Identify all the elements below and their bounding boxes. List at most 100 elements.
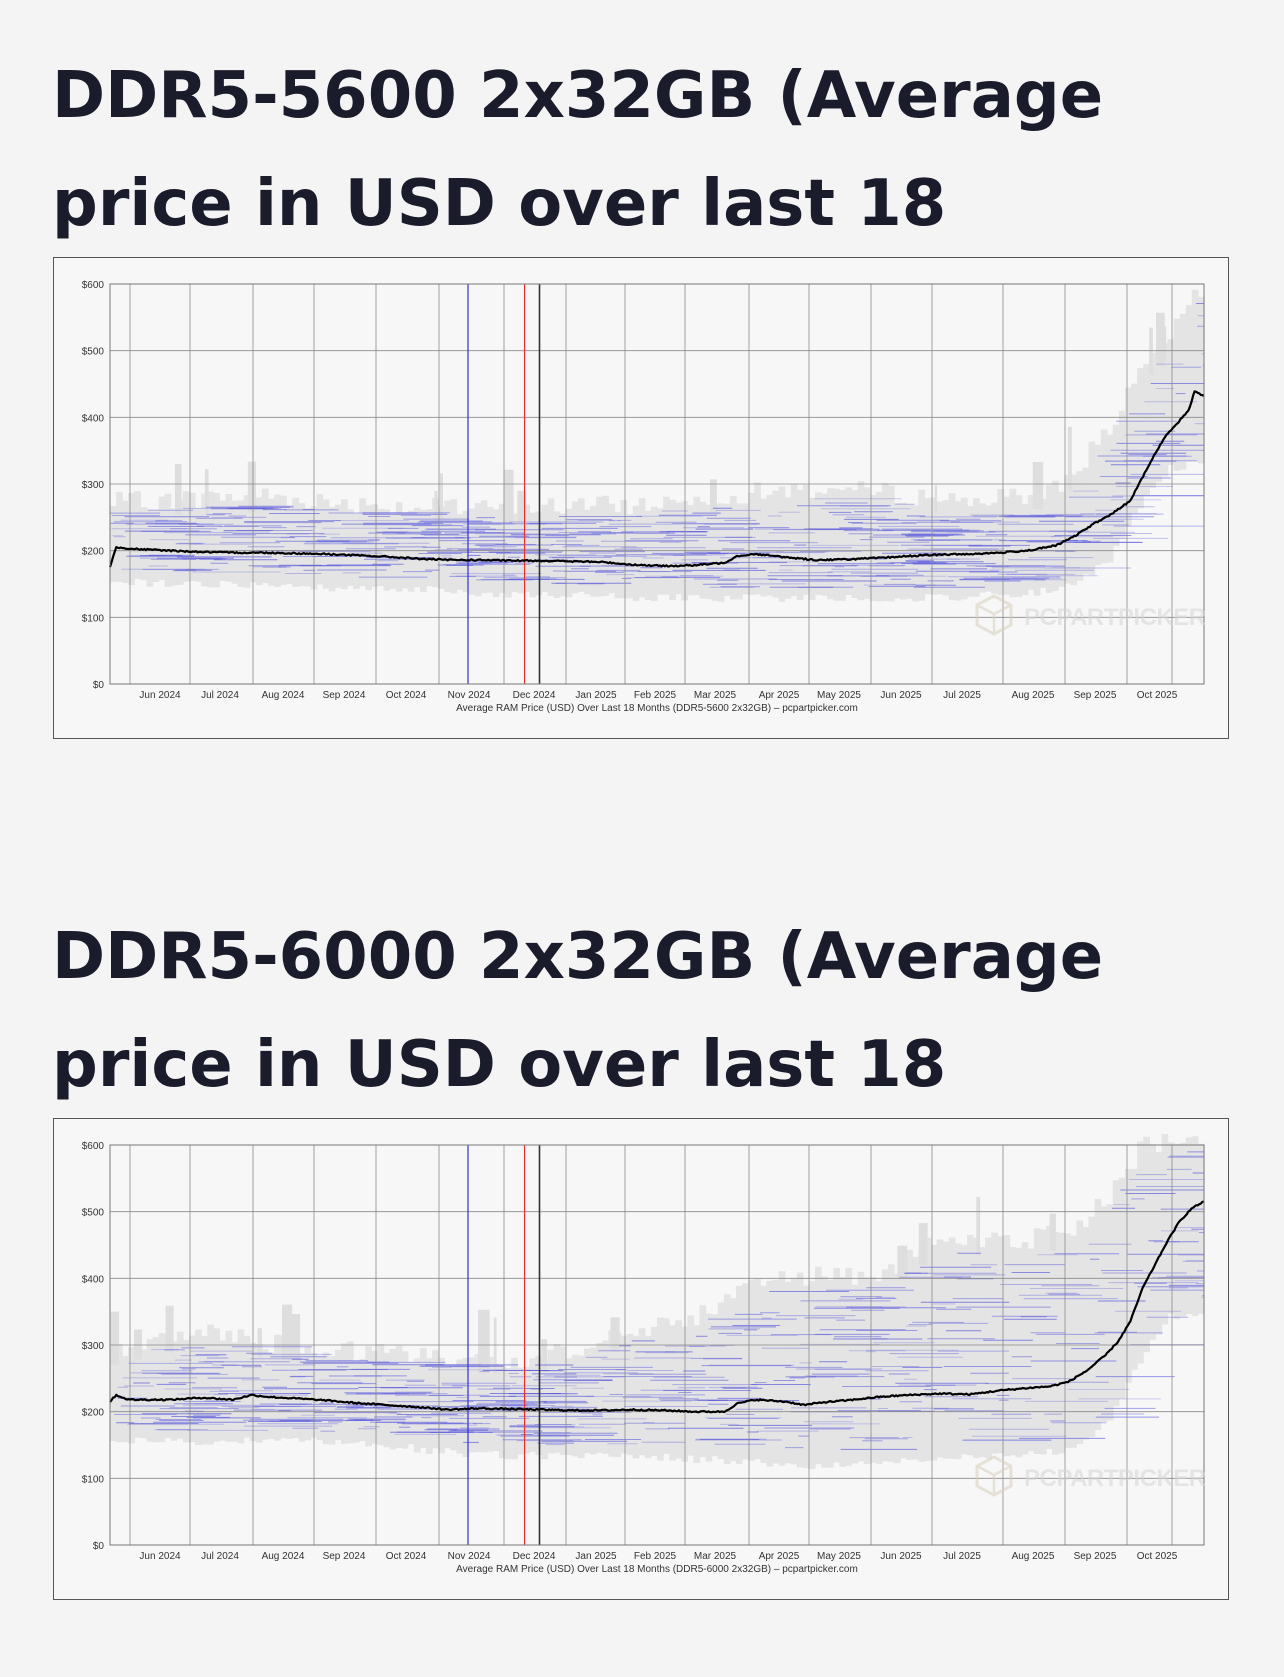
price-band-segment [298,503,306,587]
x-tick-label: Sep 2025 [1074,690,1117,701]
price-band-segment [316,494,324,585]
price-band-segment [1076,1220,1084,1444]
price-band-segment [486,507,494,593]
price-band-segment [796,1272,804,1468]
price-band-spike [610,1317,620,1353]
price-band-segment [213,493,220,588]
price-band-segment [292,1352,299,1438]
price-band-segment [1046,1226,1053,1449]
price-band-segment [1027,1248,1035,1452]
price-band-segment [122,500,129,584]
price-band-segment [128,1347,135,1444]
price-band-segment [669,499,676,601]
price-band-segment [395,1345,403,1448]
price-band-segment [1039,498,1047,588]
price-band-segment [808,1281,816,1469]
price-band-spike [478,1309,490,1374]
price-band-segment [529,1358,537,1452]
price-band-segment [906,504,913,599]
y-tick-label: $600 [82,280,105,291]
price-band-segment [377,1344,385,1446]
price-band-segment [620,1335,628,1454]
price-band-segment [827,1279,834,1468]
price-band-segment [176,499,184,585]
price-band-segment [578,498,585,592]
price-band-segment [134,1342,141,1438]
price-band-segment [565,508,573,598]
price-band-segment [371,1350,378,1444]
price-band-segment [839,489,846,601]
x-tick-label: Jun 2024 [139,1551,181,1562]
price-band-segment [529,512,537,598]
price-band-segment [584,1348,591,1454]
price-band-segment [729,1298,737,1462]
price-band-segment [170,1341,178,1441]
price-band-segment [979,503,986,593]
price-band-segment [237,500,245,587]
price-band-segment [541,504,549,593]
price-band-spike [934,485,938,514]
price-band-segment [1131,1168,1138,1370]
box-logo-icon-lines [976,603,1012,634]
x-tick-label: Jan 2025 [575,690,617,701]
price-band-segment [754,1279,761,1459]
price-band-segment [900,502,907,600]
x-tick-label: Oct 2025 [1137,1551,1178,1562]
price-band-segment [802,484,810,595]
price-band-segment [888,485,895,602]
price-band-segment [967,506,974,597]
price-band-segment [1179,1142,1187,1317]
price-band-segment [134,491,141,579]
watermark-text: PCPARTPICKER [1024,1465,1206,1492]
plot-border [109,1144,1205,1546]
price-band-segment [571,1354,579,1457]
price-band-segment [243,1336,251,1438]
price-band-segment [359,498,366,587]
price-band-segment [833,488,840,601]
price-band-segment [1088,1216,1096,1438]
price-band-segment [1155,1152,1163,1335]
x-tick-label: Sep 2024 [323,690,366,701]
price-band-segment [1052,1232,1059,1455]
price-band-segment [675,1320,682,1459]
price-band-segment [219,500,227,581]
price-band-spike [918,1223,928,1266]
price-band-segment [146,509,154,587]
price-band-segment [742,1283,749,1460]
price-band-segment [420,1348,427,1448]
box-logo-icon-lines [976,1464,1012,1495]
price-band-segment [857,481,865,601]
price-band-segment [657,508,664,595]
price-band-segment [748,492,755,595]
x-tick-label: Jun 2024 [139,690,181,701]
price-band-segment [280,495,287,585]
price-band-segment [462,510,470,593]
price-band-segment [1173,1143,1181,1320]
price-band-segment [669,1325,676,1461]
price-band-segment [146,1339,154,1442]
x-tick-label: Mar 2025 [694,1551,737,1562]
price-band-segment [371,504,378,587]
x-tick-label: Aug 2024 [262,1551,305,1562]
price-range-band [110,289,1205,602]
price-band-segment [948,1237,956,1459]
price-band-segment [888,1264,895,1462]
price-band-segment [505,1368,512,1460]
price-band-spike [493,1317,497,1375]
price-band-segment [881,1269,889,1462]
price-band-segment [1143,364,1150,496]
price-band-segment [444,500,451,592]
price-band-segment [450,1365,458,1451]
price-band-segment [1100,1206,1108,1422]
price-band-segment [559,513,567,597]
price-band-segment [1015,495,1023,597]
price-band-segment [517,517,524,594]
price-band-segment [869,1277,877,1463]
price-band-segment [389,514,397,589]
price-band-segment [1125,387,1132,527]
price-band-segment [1009,488,1017,598]
price-band-segment [353,1360,360,1443]
price-band-spike [503,469,514,524]
price-band-segment [1094,1199,1102,1430]
price-band-segment [571,501,579,594]
